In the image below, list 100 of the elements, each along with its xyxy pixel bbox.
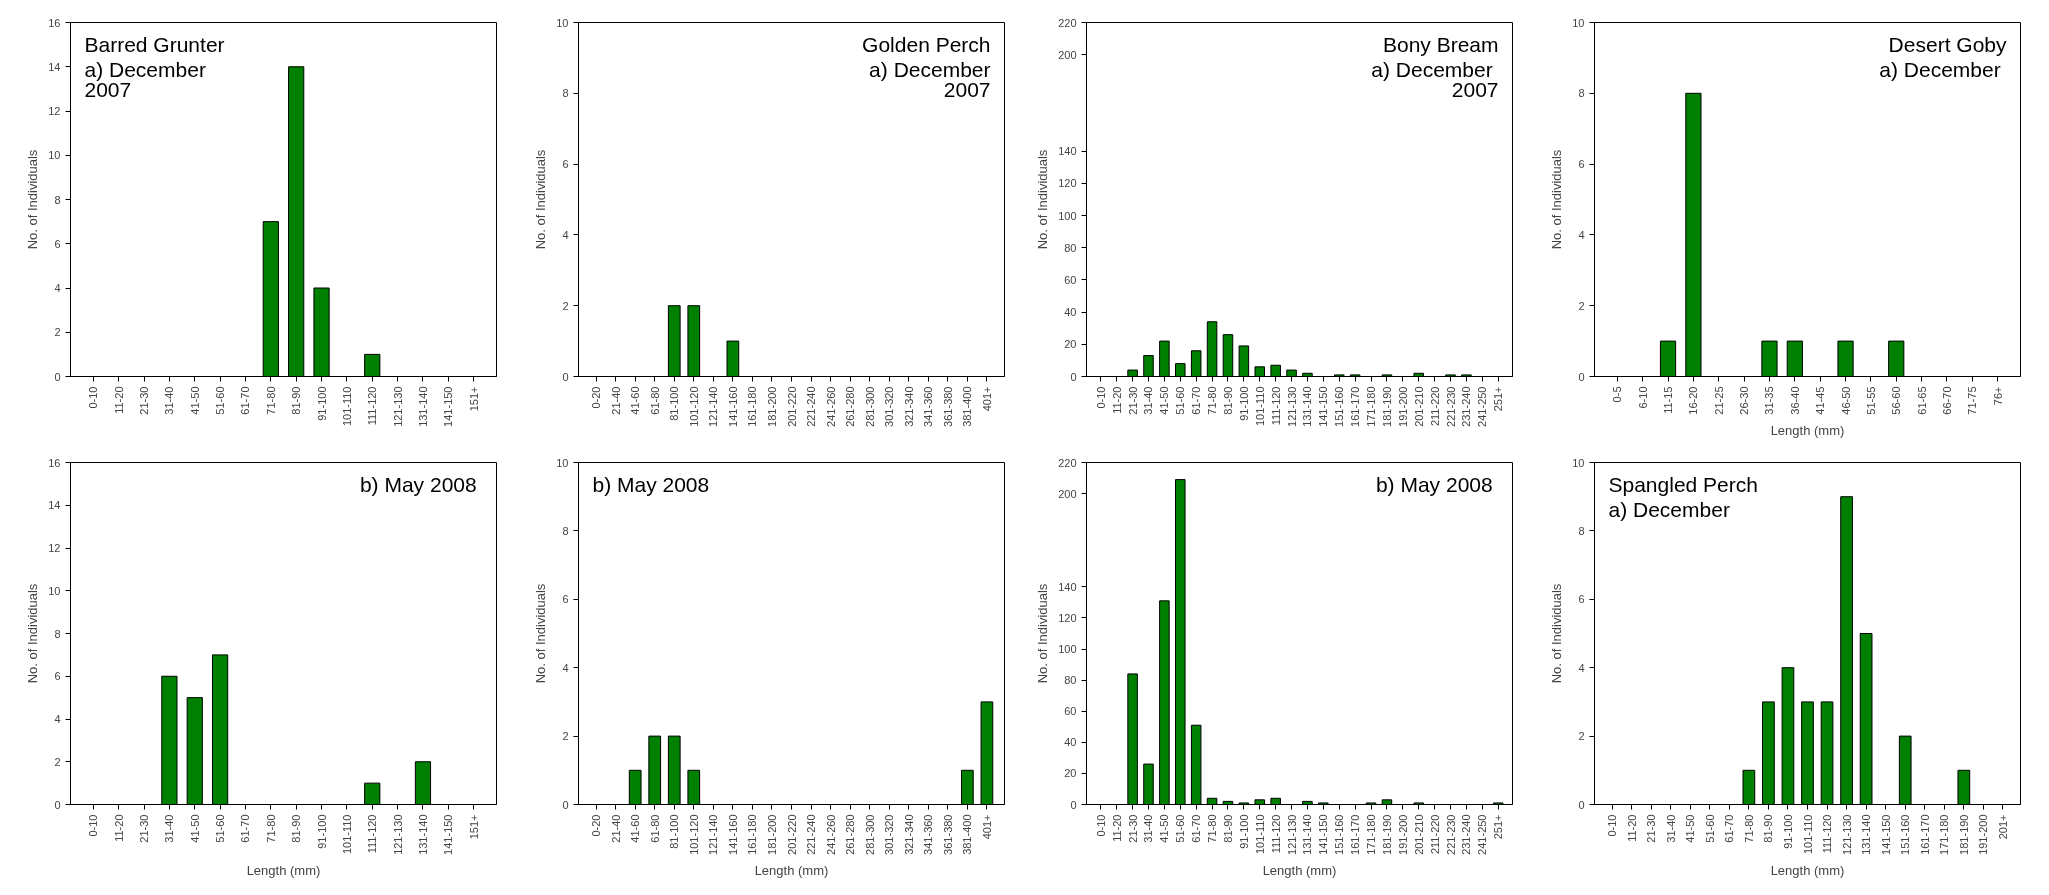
y-tick-label: 8 [562, 87, 569, 100]
x-tick-label: 171-180 [1365, 814, 1378, 855]
x-axis-title: Length (mm) [1770, 862, 1845, 878]
x-tick-label: 36-40 [1788, 386, 1801, 415]
x-tick-label: 191-200 [1977, 814, 1990, 855]
y-tick-label: 10 [556, 16, 569, 29]
x-tick-label: 141-160 [726, 386, 739, 427]
x-tick-label: 341-360 [922, 386, 935, 427]
x-tick-label: 31-35 [1763, 386, 1776, 415]
x-tick-label: 81-90 [1762, 814, 1775, 843]
y-tick-label: 0 [54, 370, 61, 383]
y-axis-title: No. of Individuals [1035, 583, 1051, 684]
x-tick-label: 221-230 [1444, 386, 1457, 427]
x-tick-label: 401+ [980, 386, 993, 412]
x-tick-label: 201-210 [1412, 386, 1425, 427]
y-tick-label: 2 [562, 299, 569, 312]
x-tick-label: 71-80 [264, 386, 277, 415]
x-tick-label: 21-30 [1645, 814, 1658, 843]
x-tick-label: 111-120 [1821, 814, 1834, 854]
y-tick-label: 10 [556, 456, 569, 469]
annotation: b) May 2008 [1375, 472, 1493, 496]
x-tick-label: 61-70 [1190, 386, 1203, 415]
x-tick-label: 26-30 [1738, 386, 1751, 415]
x-tick-label: 171-180 [1938, 814, 1951, 855]
x-tick-label: 101-110 [340, 386, 353, 427]
y-tick-label: 6 [1578, 593, 1585, 606]
y-tick-label: 4 [54, 282, 61, 294]
y-tick-label: 80 [1064, 241, 1077, 254]
x-tick-label: 121-130 [391, 814, 404, 855]
x-tick-label: 6-10 [1636, 386, 1649, 409]
y-tick-label: 20 [1064, 338, 1077, 351]
x-tick-label: 161-170 [1918, 814, 1931, 855]
x-tick-label: 151+ [467, 814, 480, 840]
x-tick-label: 21-30 [138, 386, 151, 415]
y-tick-label: 2 [1578, 299, 1585, 312]
x-axis-title: Length (mm) [246, 862, 321, 878]
x-tick-label: 101-110 [1253, 814, 1266, 855]
x-tick-label: 0-5 [1611, 386, 1624, 403]
x-tick-label: 361-380 [941, 386, 954, 427]
x-tick-label: 41-60 [629, 386, 642, 415]
x-tick-label: 261-280 [844, 814, 857, 855]
x-tick-label: 201-220 [785, 386, 798, 427]
x-tick-label: 51-60 [1703, 814, 1716, 843]
x-tick-label: 181-190 [1380, 814, 1393, 855]
y-tick-label: 8 [54, 193, 61, 206]
x-tick-label: 0-10 [87, 814, 100, 837]
x-tick-label: 0-10 [87, 386, 100, 409]
x-tick-label: 61-70 [239, 814, 252, 843]
x-tick-label: 51-60 [1174, 386, 1187, 415]
x-tick-label: 11-20 [1110, 814, 1123, 842]
x-tick-label: 111-120 [366, 386, 379, 426]
x-tick-label: 121-130 [391, 386, 404, 427]
x-tick-label: 0-10 [1094, 814, 1107, 837]
y-tick-label: 8 [1578, 87, 1585, 100]
x-tick-label: 201-220 [785, 814, 798, 855]
x-tick-label: 201-210 [1412, 814, 1425, 855]
x-tick-label: 66-70 [1940, 386, 1953, 415]
y-tick-label: 6 [54, 670, 61, 683]
x-tick-label: 21-40 [609, 814, 622, 843]
x-tick-label: 131-140 [1860, 814, 1873, 855]
y-tick-label: 0 [562, 370, 569, 383]
x-tick-label: 141-150 [442, 814, 455, 855]
x-tick-label: 401+ [980, 814, 993, 840]
y-tick-label: 6 [562, 593, 569, 606]
y-tick-label: 20 [1064, 767, 1077, 780]
x-tick-label: 141-150 [1317, 814, 1330, 855]
x-tick-label: 11-20 [1625, 814, 1638, 842]
y-tick-label: 10 [1572, 16, 1585, 29]
annotation: b) May 2008 [359, 472, 477, 496]
x-tick-label: 91-100 [315, 814, 328, 849]
x-tick-label: 151-160 [1333, 386, 1346, 427]
x-tick-label: 91-100 [1237, 386, 1250, 421]
y-tick-label: 4 [562, 228, 569, 241]
x-tick-label: 61-80 [648, 386, 661, 415]
y-tick-label: 40 [1064, 736, 1077, 749]
y-tick-label: 140 [1058, 580, 1077, 593]
annotation: Golden Perch a) December 2007 [862, 32, 991, 101]
x-tick-label: 201+ [1996, 814, 2009, 840]
x-tick-label: 361-380 [941, 814, 954, 855]
y-tick-label: 4 [562, 661, 569, 674]
x-tick-label: 11-15 [1662, 386, 1675, 414]
x-tick-label: 221-230 [1444, 814, 1457, 855]
y-tick-label: 120 [1058, 611, 1077, 624]
x-tick-label: 21-25 [1712, 386, 1725, 415]
x-tick-label: 321-340 [902, 386, 915, 427]
x-tick-label: 101-110 [340, 814, 353, 855]
x-tick-label: 111-120 [1269, 814, 1282, 854]
x-tick-label: 76+ [1991, 386, 2004, 406]
x-tick-label: 111-120 [366, 814, 379, 854]
y-tick-label: 8 [54, 627, 61, 640]
x-tick-label: 71-80 [1206, 814, 1219, 843]
y-tick-label: 200 [1058, 48, 1077, 61]
x-tick-label: 0-20 [590, 814, 603, 837]
x-tick-label: 41-45 [1814, 386, 1827, 415]
x-tick-label: 41-50 [188, 386, 201, 415]
x-tick-label: 281-300 [863, 814, 876, 855]
x-tick-label: 51-55 [1864, 386, 1877, 415]
x-tick-label: 91-100 [315, 386, 328, 421]
x-tick-label: 131-140 [1301, 814, 1314, 855]
x-axis-title: Length (mm) [1262, 862, 1337, 878]
